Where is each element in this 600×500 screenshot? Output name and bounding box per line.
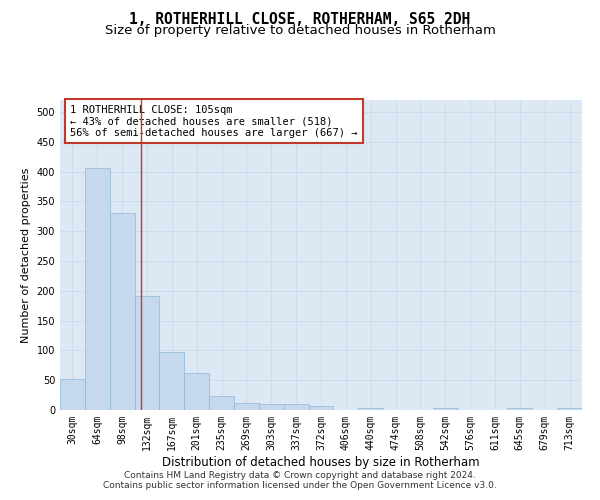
Bar [209,396,234,410]
Bar [433,408,458,410]
Text: Contains public sector information licensed under the Open Government Licence v3: Contains public sector information licen… [103,482,497,490]
Bar [160,352,184,410]
Text: Contains HM Land Registry data © Crown copyright and database right 2024.: Contains HM Land Registry data © Crown c… [124,472,476,480]
Text: Size of property relative to detached houses in Rotherham: Size of property relative to detached ho… [104,24,496,37]
Bar [259,404,284,410]
Bar [508,408,532,410]
Bar [234,403,259,410]
Bar [557,408,582,410]
Y-axis label: Number of detached properties: Number of detached properties [21,168,31,342]
Bar [184,373,209,410]
Bar [284,404,308,410]
Bar [85,168,110,410]
Bar [358,408,383,410]
Text: 1 ROTHERHILL CLOSE: 105sqm
← 43% of detached houses are smaller (518)
56% of sem: 1 ROTHERHILL CLOSE: 105sqm ← 43% of deta… [70,104,358,138]
Bar [134,296,160,410]
Bar [60,379,85,410]
X-axis label: Distribution of detached houses by size in Rotherham: Distribution of detached houses by size … [162,456,480,468]
Bar [308,406,334,410]
Bar [110,214,134,410]
Text: 1, ROTHERHILL CLOSE, ROTHERHAM, S65 2DH: 1, ROTHERHILL CLOSE, ROTHERHAM, S65 2DH [130,12,470,28]
